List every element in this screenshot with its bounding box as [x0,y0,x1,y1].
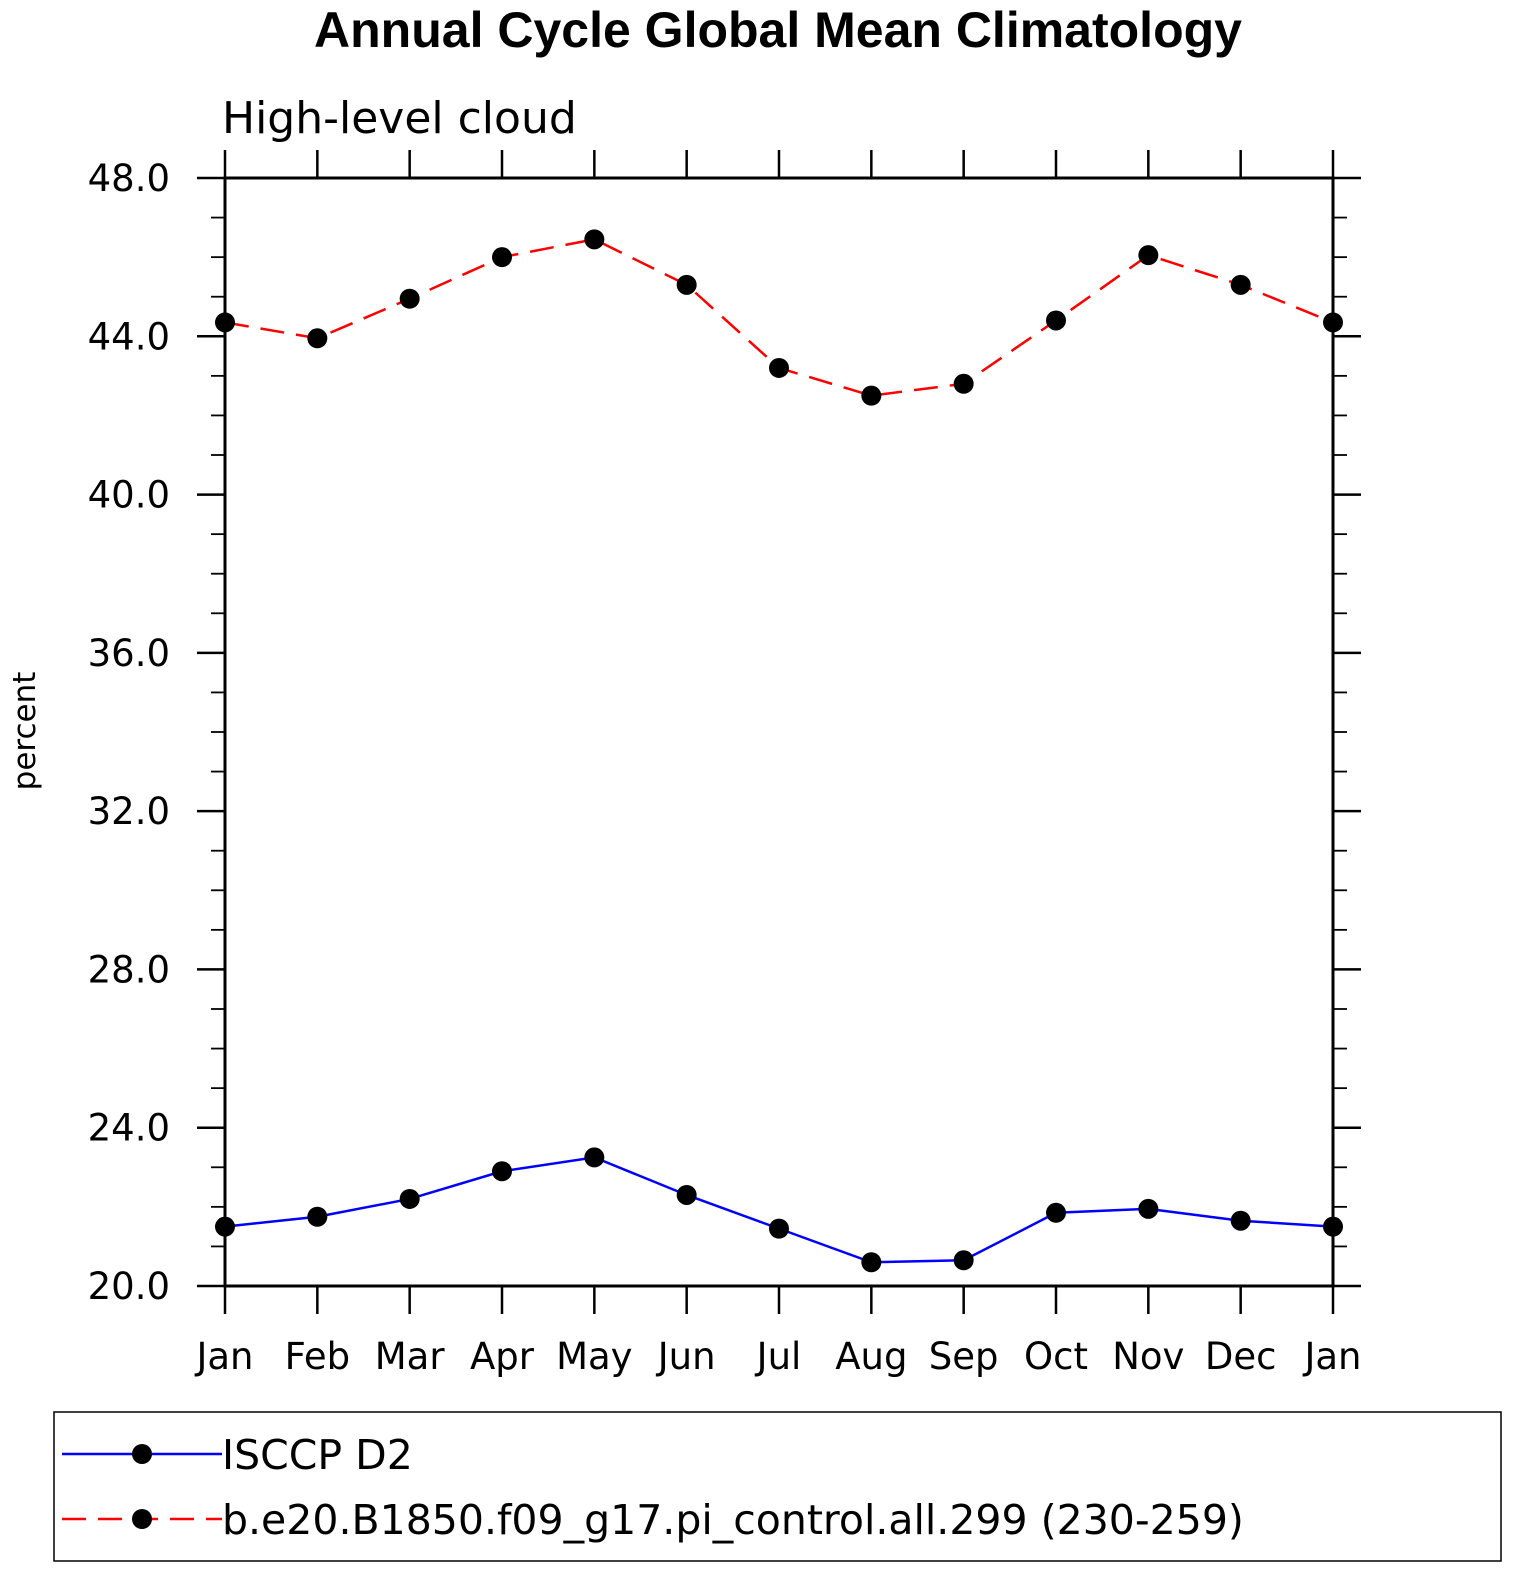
x-tick-label: Jul [755,1335,802,1378]
legend-box [53,1411,1502,1562]
legend: ISCCP D2 b.e20.B1850.f09_g17.pi_control.a… [62,1431,1244,1544]
y-axis-label: percent [7,672,43,791]
y-tick-label: 32.0 [88,790,170,833]
data-point [861,385,882,406]
data-point [953,1250,974,1271]
data-point [1230,274,1251,295]
data-point [861,1252,882,1273]
data-point [769,357,789,378]
y-tick-label: 40.0 [88,474,170,517]
plot-frame [223,176,1335,1288]
y-axis-ticks: 20.0 24.0 28.0 32.0 36.0 40.0 44.0 48.0 [88,157,1361,1308]
data-point [1323,312,1343,333]
y-tick-label: 20.0 [88,1265,170,1308]
data-point [1323,1216,1343,1237]
y-tick-label: 36.0 [88,632,170,675]
data-point [584,1147,605,1168]
data-point [215,312,235,333]
x-tick-label: Dec [1205,1335,1277,1378]
x-tick-label: Sep [929,1335,999,1378]
data-point [769,1218,789,1239]
series-layer [215,229,1343,1273]
data-point [399,1188,420,1209]
data-point [492,1161,512,1182]
data-point [1138,245,1159,266]
series-line-0 [224,1156,1334,1264]
data-point [676,1184,697,1205]
x-tick-label: Oct [1024,1335,1088,1378]
data-point [1230,1210,1251,1231]
chart-title: Annual Cycle Global Mean Climatology [314,2,1242,58]
legend-label-1: b.e20.B1850.f09_g17.pi_control.all.299 (… [222,1496,1244,1544]
data-point [1046,310,1066,331]
data-point [307,1206,328,1227]
data-point [1046,1202,1066,1223]
y-tick-label: 28.0 [88,948,170,991]
x-tick-label: Nov [1112,1335,1184,1378]
y-tick-label: 44.0 [88,315,170,358]
data-point [399,288,420,309]
data-point [584,229,605,250]
x-tick-label: Mar [375,1335,446,1378]
data-point [492,247,512,268]
data-point [307,328,328,349]
data-point [1138,1198,1159,1219]
data-point [953,373,974,394]
data-point [215,1216,235,1237]
x-tick-label: Jan [194,1335,253,1378]
data-point [676,274,697,295]
x-tick-label: Jun [656,1335,716,1378]
x-tick-label: Jan [1302,1335,1361,1378]
x-tick-label: May [556,1335,633,1378]
x-tick-label: Apr [470,1335,535,1378]
legend-marker-1 [132,1509,152,1529]
x-tick-label: Aug [835,1335,907,1378]
x-axis-ticks: Jan Feb Mar Apr May Jun Jul Aug Sep Oct Nov Dec Jan [194,150,1362,1378]
legend-marker-0 [132,1444,152,1464]
x-tick-label: Feb [285,1335,351,1378]
y-tick-label: 24.0 [88,1107,170,1150]
legend-label-0: ISCCP D2 [222,1431,413,1479]
chart-subtitle: High-level cloud [222,93,577,144]
y-tick-label: 48.0 [88,157,170,200]
